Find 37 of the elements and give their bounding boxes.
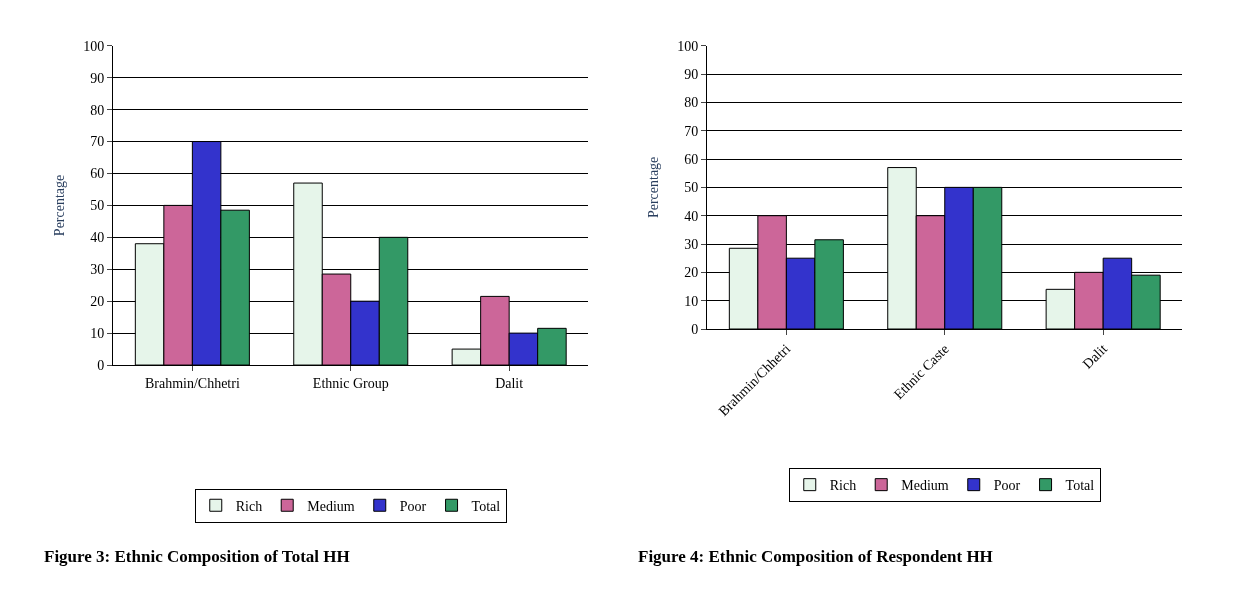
y-tick-label: 30 bbox=[90, 262, 105, 278]
x-tick-label: Ethnic Group bbox=[312, 375, 389, 391]
y-tick-label: 60 bbox=[90, 166, 105, 182]
x-tick-label: Brahmin/Chhetri bbox=[144, 375, 240, 391]
legend-label: Medium bbox=[307, 498, 355, 514]
y-axis-title: Percentage bbox=[645, 156, 661, 219]
legend-label: Total bbox=[471, 498, 501, 514]
y-tick-label: 0 bbox=[691, 321, 699, 337]
legend-label: Poor bbox=[399, 498, 427, 514]
y-tick-label: 20 bbox=[90, 294, 105, 310]
y-tick-label: 100 bbox=[677, 38, 699, 54]
y-tick-label: 60 bbox=[684, 151, 699, 167]
legend-label: Poor bbox=[993, 478, 1021, 494]
y-tick-label: 70 bbox=[90, 134, 105, 150]
legend-label: Rich bbox=[235, 498, 263, 514]
legend-label: Total bbox=[1065, 478, 1095, 494]
y-tick-label: 90 bbox=[684, 66, 699, 82]
y-tick-label: 10 bbox=[684, 293, 699, 309]
caption: Figure 3: Ethnic Composition of Total HH bbox=[44, 547, 350, 566]
y-tick-label: 80 bbox=[90, 102, 105, 118]
y-tick-label: 50 bbox=[90, 198, 105, 214]
x-tick-label: Dalit bbox=[495, 375, 524, 391]
y-tick-label: 10 bbox=[90, 326, 105, 342]
y-tick-label: 70 bbox=[684, 123, 699, 139]
y-tick-label: 90 bbox=[90, 70, 105, 86]
caption: Figure 4: Ethnic Composition of Respondent HH bbox=[638, 547, 993, 566]
y-tick-label: 40 bbox=[684, 208, 699, 224]
y-tick-label: 40 bbox=[90, 230, 105, 246]
y-tick-label: 0 bbox=[97, 357, 105, 373]
legend-label: Medium bbox=[901, 478, 949, 494]
y-axis-title: Percentage bbox=[51, 174, 67, 237]
y-tick-label: 80 bbox=[684, 95, 699, 111]
y-tick-label: 20 bbox=[684, 265, 699, 281]
y-tick-label: 30 bbox=[684, 236, 699, 252]
legend-label: Rich bbox=[829, 478, 857, 494]
y-tick-label: 100 bbox=[83, 38, 105, 54]
y-tick-label: 50 bbox=[684, 180, 699, 196]
